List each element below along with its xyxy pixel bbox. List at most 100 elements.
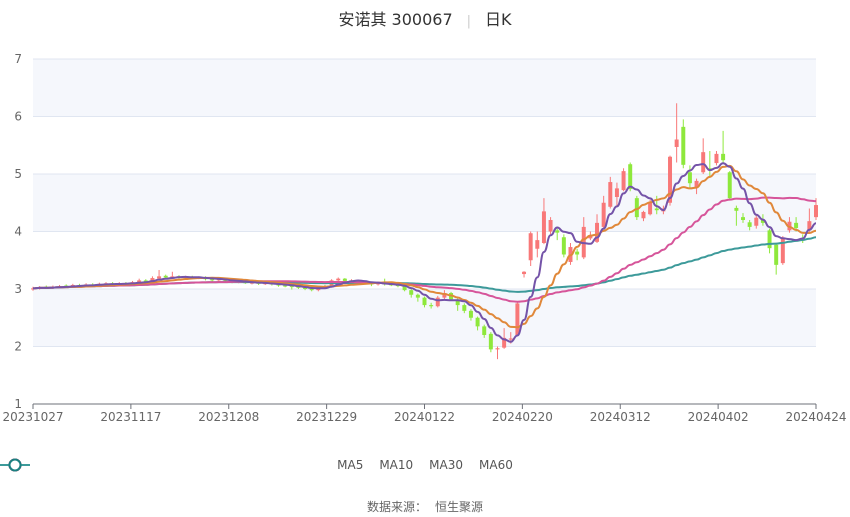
y-tick-label: 6	[14, 110, 22, 124]
source-label: 数据来源：	[366, 500, 427, 514]
candle-body	[648, 202, 653, 215]
candle-body	[721, 153, 726, 161]
ma-line-ma10	[32, 164, 817, 329]
y-axis: 1 2 3 4 5 6 7	[14, 52, 22, 411]
x-tick-label: 20231208	[198, 410, 259, 424]
moving-average-lines	[32, 162, 817, 343]
candle-body	[767, 230, 772, 249]
candle-body	[780, 237, 785, 264]
candle-body	[681, 126, 686, 165]
candle-up	[807, 208, 812, 233]
candle-up	[528, 231, 533, 266]
candle-body	[621, 171, 626, 191]
candle-body	[249, 282, 254, 284]
candle-body	[210, 279, 215, 281]
candle-up	[522, 271, 527, 278]
y-tick-label: 5	[14, 167, 22, 181]
candle-up	[674, 103, 679, 163]
candle-body	[601, 202, 606, 227]
candles	[31, 103, 818, 360]
legend-label: MA5	[337, 458, 364, 472]
candle-down	[488, 332, 493, 353]
candle-up	[336, 277, 341, 282]
candle-body	[727, 172, 732, 199]
candle-up	[157, 270, 162, 280]
candle-down	[429, 302, 434, 309]
candle-body	[588, 236, 593, 239]
candle-body	[415, 294, 420, 298]
candle-body	[634, 198, 639, 218]
candle-body	[614, 188, 619, 197]
candle-up	[694, 178, 699, 195]
candle-body	[495, 348, 500, 350]
candle-up	[435, 295, 440, 308]
x-tick-label: 20231117	[100, 410, 161, 424]
candle-body	[150, 278, 155, 282]
candle-down	[727, 171, 732, 200]
candle-body	[157, 276, 162, 279]
candle-up	[495, 346, 500, 360]
x-tick-label: 20231229	[296, 410, 357, 424]
candle-body	[475, 317, 480, 327]
candle-body	[714, 153, 719, 164]
candle-body	[754, 217, 759, 226]
candle-body	[654, 208, 659, 211]
y-tick-label: 3	[14, 282, 22, 296]
candle-body	[522, 271, 527, 275]
legend: MA5 MA10 MA30 MA60	[0, 458, 850, 472]
x-axis: 20231027 20231117 20231208 20231229 20240122…	[2, 403, 847, 424]
ma-line-ma5	[32, 162, 817, 343]
legend-item-ma5[interactable]: MA5	[0, 458, 364, 472]
candle-body	[701, 152, 706, 173]
candle-body	[488, 333, 493, 350]
x-tick-label: 20231027	[2, 410, 63, 424]
chart-title: 安诺其 300067 | 日K	[0, 6, 850, 30]
title-separator: |	[466, 14, 472, 29]
x-tick-label: 20240424	[785, 410, 846, 424]
candle-down	[555, 228, 560, 241]
candle-body	[296, 286, 301, 288]
candle-down	[734, 205, 739, 226]
candle-body	[734, 207, 739, 211]
candle-body	[283, 285, 288, 287]
candle-body	[794, 222, 799, 229]
candle-body	[628, 164, 633, 189]
candle-body	[435, 297, 440, 307]
candle-up	[515, 301, 520, 337]
candle-up	[754, 214, 759, 229]
candle-down	[561, 234, 566, 258]
candle-down	[634, 195, 639, 220]
candle-body	[502, 337, 507, 348]
legend-item-ma10[interactable]: MA10	[0, 458, 414, 472]
candle-body	[814, 205, 818, 218]
x-tick-label: 20240402	[688, 410, 749, 424]
candle-body	[482, 326, 487, 335]
candle-up	[641, 210, 646, 222]
candle-body	[807, 221, 812, 231]
candle-down	[747, 220, 752, 231]
candle-down	[721, 130, 726, 163]
data-source: 数据来源： 恒生聚源	[0, 498, 850, 515]
y-tick-label: 7	[14, 52, 22, 66]
y-tick-label: 4	[14, 225, 22, 239]
candle-up	[614, 182, 619, 206]
candle-body	[528, 233, 533, 261]
candle-body	[535, 240, 540, 249]
candle-body	[760, 220, 765, 223]
x-tick-label: 20240220	[492, 410, 553, 424]
candle-body	[276, 284, 281, 286]
candle-up	[780, 236, 785, 265]
candle-body	[687, 172, 692, 184]
legend-label: MA30	[429, 458, 464, 472]
legend-item-ma30[interactable]: MA30	[0, 458, 464, 472]
candle-body	[608, 182, 613, 207]
plot-background	[33, 59, 816, 347]
plot-band	[33, 174, 816, 232]
candle-up	[535, 231, 540, 258]
legend-item-ma60[interactable]: MA60	[0, 458, 513, 472]
legend-label: MA10	[379, 458, 414, 472]
candle-body	[309, 289, 314, 291]
legend-label: MA60	[479, 458, 513, 472]
candle-body	[468, 310, 473, 318]
